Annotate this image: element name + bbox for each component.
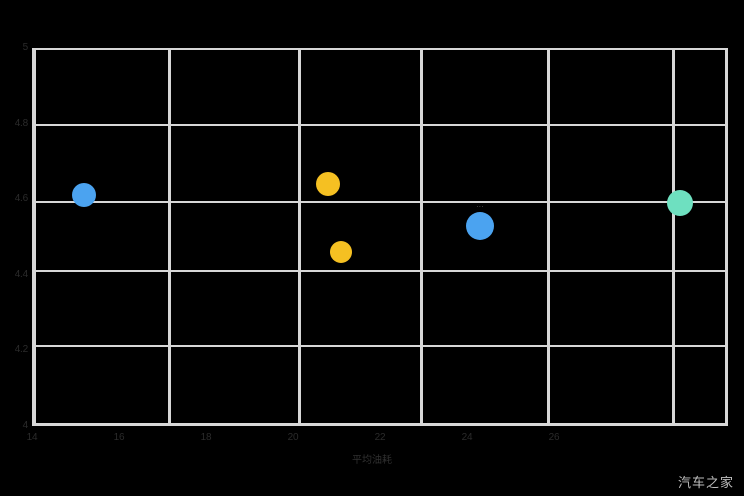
- gridline-horizontal: [32, 201, 728, 203]
- gridline-horizontal: [32, 48, 728, 50]
- watermark: 汽车之家: [677, 475, 734, 490]
- data-point[interactable]: [329, 241, 352, 264]
- x-axis-tick-label: 22: [374, 432, 386, 443]
- plot-area: ...: [32, 48, 728, 426]
- gridline-horizontal: [32, 270, 728, 272]
- gridline-vertical: [725, 48, 728, 426]
- data-point[interactable]: [72, 183, 97, 208]
- x-axis-tick-label: 20: [287, 432, 299, 443]
- gridline-horizontal: [32, 345, 728, 347]
- data-point-label: ...: [476, 199, 484, 209]
- x-axis-tick-label: 18: [200, 432, 212, 443]
- data-point[interactable]: [466, 211, 495, 240]
- gridline-vertical: [420, 48, 423, 426]
- y-axis-tick-label: 4.4: [14, 268, 29, 280]
- x-axis-tick-label: 26: [548, 432, 560, 443]
- y-axis-tick-label: 4.6: [14, 193, 29, 205]
- x-axis-title: 平均油耗: [352, 455, 392, 466]
- x-axis-tick-label: 14: [26, 432, 38, 443]
- data-point[interactable]: [667, 189, 694, 216]
- y-axis-tick-label: 4: [22, 420, 29, 431]
- y-axis-tick-label: 5: [22, 42, 29, 53]
- gridline-horizontal: [32, 124, 728, 126]
- gridline-vertical: [298, 48, 301, 426]
- x-axis-line: [32, 423, 728, 426]
- x-axis-tick-label: 24: [461, 432, 473, 443]
- y-axis-line: [32, 48, 36, 426]
- x-axis-tick-label: 16: [113, 432, 125, 443]
- y-axis-tick-label: 4.2: [14, 344, 29, 356]
- gridline-vertical: [672, 48, 675, 426]
- gridline-vertical: [547, 48, 550, 426]
- y-axis-tick-labels: 5 4.8 4.6 4.4 4.2 4: [0, 0, 29, 496]
- data-point[interactable]: [315, 172, 340, 197]
- gridline-vertical: [168, 48, 171, 426]
- x-axis-tick-labels: 1416182022242626: [0, 432, 744, 446]
- y-axis-tick-label: 4.8: [14, 117, 29, 129]
